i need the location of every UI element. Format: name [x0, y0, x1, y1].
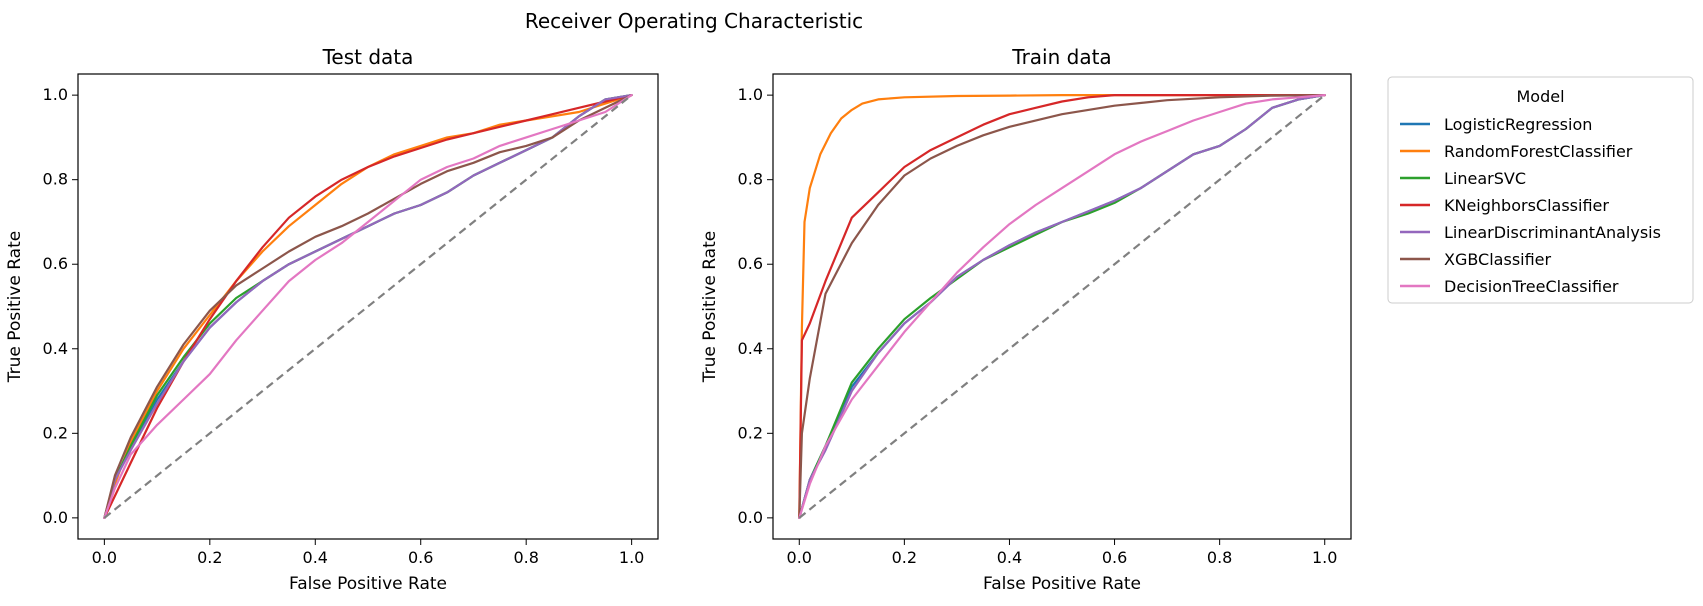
plot-area — [103, 93, 633, 520]
y-tick-label: 0.0 — [738, 508, 763, 527]
y-axis-label: True Positive Rate — [5, 231, 25, 383]
y-tick-label: 0.8 — [43, 170, 68, 189]
legend-entry-label: DecisionTreeClassifier — [1444, 277, 1619, 296]
roc-line-XGBClassifier — [103, 93, 633, 520]
x-tick-label: 1.0 — [619, 548, 644, 567]
y-tick-label: 1.0 — [738, 85, 763, 104]
chance-reference-line — [103, 94, 633, 519]
roc-line-DecisionTreeClassifier — [798, 93, 1326, 520]
figure-title: Receiver Operating Characteristic — [525, 9, 863, 33]
y-tick-label: 0.6 — [738, 254, 763, 273]
y-tick-label: 1.0 — [43, 85, 68, 104]
panel-title: Train data — [1011, 45, 1111, 69]
y-axis-label: True Positive Rate — [700, 231, 720, 383]
roc-line-KNeighborsClassifier — [103, 93, 633, 520]
x-axis-label: False Positive Rate — [983, 574, 1141, 594]
y-tick-label: 0.0 — [43, 508, 68, 527]
roc-line-XGBClassifier — [798, 93, 1326, 520]
x-tick-label: 0.2 — [892, 548, 917, 567]
legend: Model LogisticRegression RandomForestClass… — [1387, 76, 1694, 304]
roc-line-LinearDiscriminantAnalysis — [798, 93, 1326, 520]
chance-reference-line — [798, 94, 1326, 519]
x-tick-label: 0.8 — [1207, 548, 1232, 567]
axes-frame — [772, 73, 1352, 540]
roc-line-KNeighborsClassifier — [798, 93, 1326, 520]
y-tick-label: 0.4 — [738, 339, 763, 358]
legend-entry-label: RandomForestClassifier — [1444, 142, 1633, 161]
y-tick-label: 0.8 — [738, 170, 763, 189]
x-tick-label: 0.4 — [997, 548, 1022, 567]
panel-2: Train data 0.0 0.2 0.4 0.6 0.8 1.0 0.0 0.2 0.4 0.6… — [700, 45, 1352, 594]
x-tick-label: 0.6 — [1102, 548, 1127, 567]
roc-line-DecisionTreeClassifier — [103, 93, 633, 520]
legend-entry-label: LinearSVC — [1444, 169, 1526, 188]
x-tick-label: 0.2 — [197, 548, 222, 567]
legend-entry-label: LogisticRegression — [1444, 115, 1592, 134]
plot-panels: Test data 0.0 0.2 0.4 0.6 0.8 1.0 0.0 0.2 0.4 0.6 0… — [5, 45, 1352, 594]
legend-entry-label: XGBClassifier — [1444, 250, 1552, 269]
x-axis-label: False Positive Rate — [289, 574, 447, 594]
x-tick-label: 0.0 — [92, 548, 117, 567]
x-tick-label: 0.4 — [303, 548, 328, 567]
y-tick-label: 0.6 — [43, 254, 68, 273]
axes-frame — [77, 73, 659, 540]
legend-title: Model — [1516, 87, 1564, 106]
panel-title: Test data — [322, 45, 414, 69]
y-tick-label: 0.2 — [738, 423, 763, 442]
x-tick-label: 0.8 — [513, 548, 538, 567]
x-tick-label: 0.6 — [408, 548, 433, 567]
legend-entry-label: KNeighborsClassifier — [1444, 196, 1609, 215]
x-tick-label: 0.0 — [787, 548, 812, 567]
legend-entry-label: LinearDiscriminantAnalysis — [1444, 223, 1661, 242]
legend-box — [1387, 76, 1694, 304]
y-tick-label: 0.2 — [43, 423, 68, 442]
y-tick-label: 0.4 — [43, 339, 68, 358]
x-tick-label: 1.0 — [1312, 548, 1337, 567]
panel-1: Test data 0.0 0.2 0.4 0.6 0.8 1.0 0.0 0.2 0.4 0.6 0… — [5, 45, 659, 594]
plot-area — [798, 93, 1326, 520]
